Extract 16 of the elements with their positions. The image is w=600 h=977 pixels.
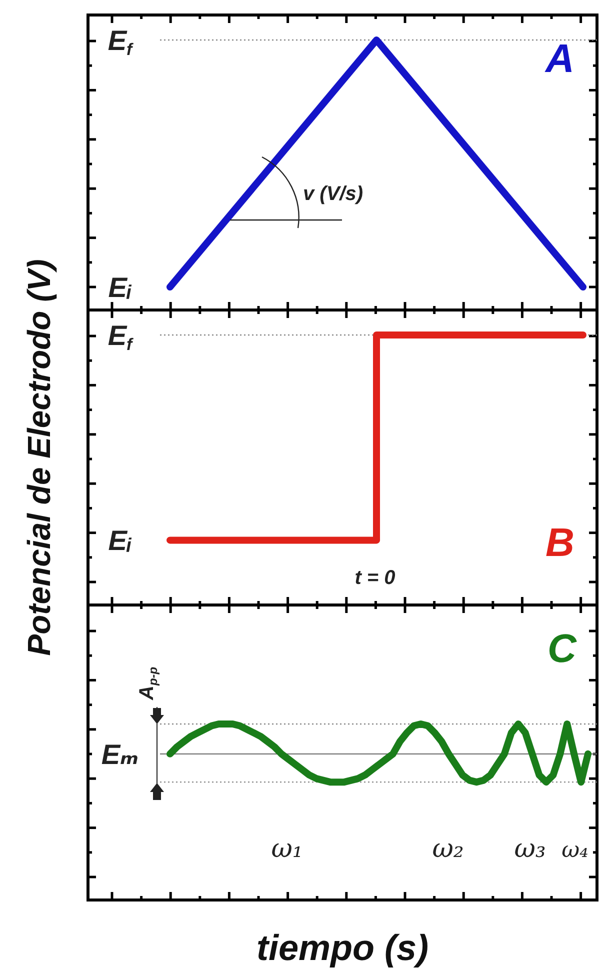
annotation: Eᵢ [108, 525, 132, 556]
ref-line-label: E$_{f}$ [108, 320, 134, 354]
annotation: v (V/s) [303, 183, 364, 205]
annotation: ω₁ [271, 834, 303, 864]
annotation: ω₃ [514, 834, 546, 864]
ref-line-label: E$_{f}$ [108, 25, 134, 60]
annotation: ω₄ [562, 838, 588, 863]
text: B [546, 521, 574, 565]
y-axis-title: Potencial de Electrodo (V) [21, 259, 57, 656]
chart-title: C [548, 627, 578, 671]
annotation: ω₂ [432, 834, 464, 864]
annotation: Eᵢ [108, 272, 132, 303]
annotation: t = 0 [354, 567, 396, 589]
ref-line-label: Eₘ [101, 738, 139, 770]
chart-title: A [544, 37, 574, 81]
x-axis-title: tiempo (s) [256, 927, 429, 968]
